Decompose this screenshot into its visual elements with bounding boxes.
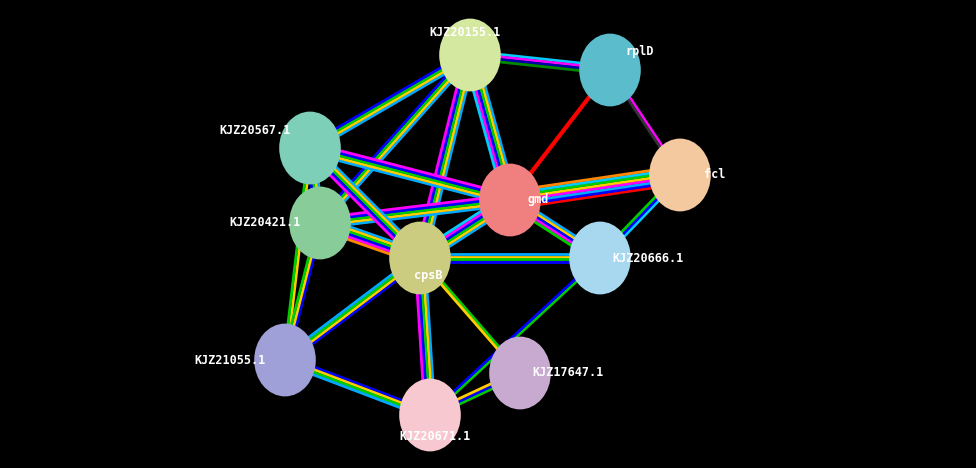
- Ellipse shape: [289, 187, 350, 259]
- Ellipse shape: [569, 222, 630, 294]
- Ellipse shape: [439, 19, 501, 91]
- Ellipse shape: [489, 336, 550, 410]
- Text: KJZ20421.1: KJZ20421.1: [229, 217, 301, 229]
- Ellipse shape: [649, 139, 711, 212]
- Text: fcl: fcl: [705, 168, 726, 182]
- Text: KJZ17647.1: KJZ17647.1: [532, 366, 603, 380]
- Text: cpsB: cpsB: [414, 270, 442, 283]
- Text: gmd: gmd: [527, 193, 549, 206]
- Ellipse shape: [279, 111, 341, 184]
- Ellipse shape: [479, 164, 541, 236]
- Text: KJZ20666.1: KJZ20666.1: [612, 251, 683, 264]
- Text: KJZ20155.1: KJZ20155.1: [429, 27, 501, 39]
- Ellipse shape: [399, 379, 461, 452]
- Text: KJZ20567.1: KJZ20567.1: [220, 124, 291, 137]
- Ellipse shape: [579, 34, 641, 106]
- Ellipse shape: [254, 323, 316, 396]
- Text: KJZ20671.1: KJZ20671.1: [399, 431, 470, 444]
- Text: rplD: rplD: [626, 45, 654, 58]
- Text: KJZ21055.1: KJZ21055.1: [194, 353, 265, 366]
- Ellipse shape: [389, 222, 451, 294]
